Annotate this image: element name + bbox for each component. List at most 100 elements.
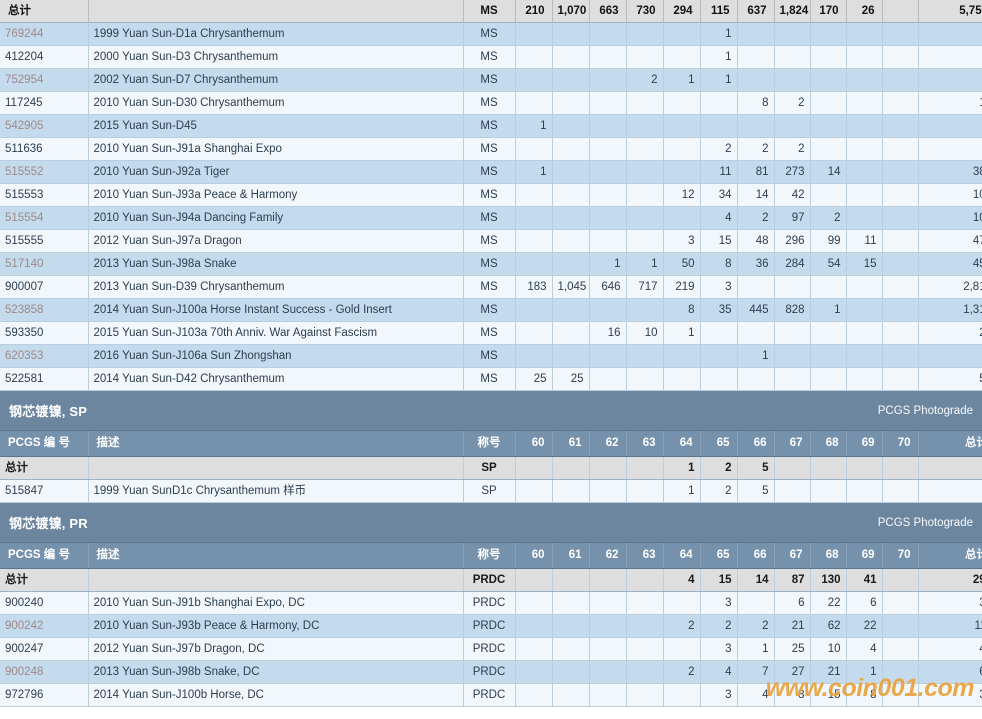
table-row[interactable]: 620353 2016 Yuan Sun-J106a Sun Zhongshan M… xyxy=(0,344,982,368)
table-row[interactable]: 752954 2002 Yuan Sun-D7 Chrysanthemum MS 2 1… xyxy=(0,68,982,92)
col-header-pcgs-number[interactable]: PCGS 编 号 xyxy=(0,431,89,457)
pcgs-number-cell[interactable]: 593350 xyxy=(0,321,89,345)
grade-cell-70 xyxy=(882,206,919,230)
table-row[interactable]: 515553 2010 Yuan Sun-J93a Peace & Harmony… xyxy=(0,183,982,207)
pcgs-number-cell[interactable]: 900248 xyxy=(0,660,89,684)
table-row[interactable]: 900007 2013 Yuan Sun-D39 Chrysanthemum MS 1… xyxy=(0,275,982,299)
grade-cell-61 xyxy=(552,68,590,92)
grade-cell-68: 15 xyxy=(810,683,847,707)
pcgs-number-cell[interactable]: 972796 xyxy=(0,683,89,707)
col-header-grade-66[interactable]: 66 xyxy=(737,543,775,569)
grade-cell-67: 6 xyxy=(774,591,811,615)
grade-cell-61 xyxy=(552,637,590,661)
pcgs-number-cell[interactable]: 900007 xyxy=(0,275,89,299)
pcgs-number-cell[interactable]: 515554 xyxy=(0,206,89,230)
col-header-total[interactable]: 总计 xyxy=(918,431,982,457)
pcgs-number-cell[interactable]: 515552 xyxy=(0,160,89,184)
pcgs-number-cell[interactable]: 752954 xyxy=(0,68,89,92)
pcgs-number-cell[interactable]: 517140 xyxy=(0,252,89,276)
pcgs-number-cell[interactable]: 515555 xyxy=(0,229,89,253)
table-row[interactable]: 515555 2012 Yuan Sun-J97a Dragon MS 3 15 48 29… xyxy=(0,229,982,253)
col-header-total[interactable]: 总计 xyxy=(918,543,982,569)
designation-cell: MS xyxy=(463,206,516,230)
col-header-grade-64[interactable]: 64 xyxy=(663,543,701,569)
col-header-grade-62[interactable]: 62 xyxy=(589,431,627,457)
grade-cell-60 xyxy=(515,660,553,684)
col-header-grade-61[interactable]: 61 xyxy=(552,543,590,569)
grade-cell-63 xyxy=(626,91,664,115)
table-row[interactable]: 900240 2010 Yuan Sun-J91b Shanghai Expo, … xyxy=(0,591,982,615)
table-row[interactable]: 523858 2014 Yuan Sun-J100a Horse Instant … xyxy=(0,298,982,322)
grade-cell-68 xyxy=(810,344,847,368)
col-header-grade-61[interactable]: 61 xyxy=(552,431,590,457)
table-row[interactable]: 515847 1999 Yuan SunD1c Chrysanthemum 样币 S… xyxy=(0,479,982,503)
table-row[interactable]: 769244 1999 Yuan Sun-D1a Chrysanthemum MS 1… xyxy=(0,22,982,46)
table-row[interactable]: 511636 2010 Yuan Sun-J91a Shanghai Expo MS… xyxy=(0,137,982,161)
pcgs-number-cell[interactable]: 769244 xyxy=(0,22,89,46)
pcgs-number-cell[interactable]: 522581 xyxy=(0,367,89,391)
col-header-grade-69[interactable]: 69 xyxy=(846,543,883,569)
table-row[interactable]: 522581 2014 Yuan Sun-D42 Chrysanthemum MS 2… xyxy=(0,367,982,391)
grade-cell-60 xyxy=(515,68,553,92)
designation-cell: MS xyxy=(463,229,516,253)
col-header-grade-60[interactable]: 60 xyxy=(515,543,553,569)
grand-total-cell: 291 xyxy=(918,568,982,592)
pcgs-number-cell[interactable]: 515847 xyxy=(0,479,89,503)
pcgs-number-cell[interactable]: 511636 xyxy=(0,137,89,161)
grade-cell-68 xyxy=(810,479,847,503)
col-header-pcgs-number[interactable]: PCGS 编 号 xyxy=(0,543,89,569)
photograde-link[interactable]: PCGS Photograde xyxy=(877,404,973,417)
col-header-grade-70[interactable]: 70 xyxy=(882,543,919,569)
photograde-link[interactable]: PCGS Photograde xyxy=(877,516,973,529)
table-row[interactable]: 117245 2010 Yuan Sun-D30 Chrysanthemum MS 8… xyxy=(0,91,982,115)
col-header-grade-66[interactable]: 66 xyxy=(737,431,775,457)
table-row[interactable]: 900242 2010 Yuan Sun-J93b Peace & Harmony… xyxy=(0,614,982,638)
description-cell: 2010 Yuan Sun-J94a Dancing Family xyxy=(88,206,464,230)
table-row[interactable]: 593350 2015 Yuan Sun-J103a 70th Anniv. Wa… xyxy=(0,321,982,345)
pcgs-number-cell[interactable]: 900247 xyxy=(0,637,89,661)
table-row[interactable]: 900247 2012 Yuan Sun-J97b Dragon, DC PRDC 3… xyxy=(0,637,982,661)
col-header-grade-69[interactable]: 69 xyxy=(846,431,883,457)
col-header-grade-68[interactable]: 68 xyxy=(810,431,847,457)
pcgs-number-cell[interactable]: 523858 xyxy=(0,298,89,322)
pcgs-number-cell[interactable]: 900240 xyxy=(0,591,89,615)
grade-cell-66 xyxy=(737,68,775,92)
col-header-designation[interactable]: 称号 xyxy=(463,543,516,569)
population-table-pr-section: PCGS 编 号描述称号6061626364656667686970总计总计PR… xyxy=(0,543,982,707)
table-row[interactable]: 972796 2014 Yuan Sun-J100b Horse, DC PRDC 3… xyxy=(0,683,982,707)
table-row[interactable]: 900248 2013 Yuan Sun-J98b Snake, DC PRDC 2 4… xyxy=(0,660,982,684)
table-body: 769244 1999 Yuan Sun-D1a Chrysanthemum MS 1… xyxy=(0,22,982,391)
grade-cell-63 xyxy=(626,367,664,391)
col-header-grade-65[interactable]: 65 xyxy=(700,543,738,569)
table-row[interactable]: 515554 2010 Yuan Sun-J94a Dancing Family M… xyxy=(0,206,982,230)
col-header-grade-67[interactable]: 67 xyxy=(774,543,811,569)
pcgs-number-cell[interactable]: 117245 xyxy=(0,91,89,115)
col-header-description[interactable]: 描述 xyxy=(88,431,464,457)
table-row[interactable]: 515552 2010 Yuan Sun-J92a Tiger MS 1 11 81 273… xyxy=(0,160,982,184)
total-grade-cell-60 xyxy=(515,568,553,592)
grade-cell-70 xyxy=(882,45,919,69)
col-header-description[interactable]: 描述 xyxy=(88,543,464,569)
pcgs-number-cell[interactable]: 515553 xyxy=(0,183,89,207)
pcgs-number-cell[interactable]: 620353 xyxy=(0,344,89,368)
col-header-grade-64[interactable]: 64 xyxy=(663,431,701,457)
col-header-grade-62[interactable]: 62 xyxy=(589,543,627,569)
col-header-grade-70[interactable]: 70 xyxy=(882,431,919,457)
col-header-grade-65[interactable]: 65 xyxy=(700,431,738,457)
col-header-grade-60[interactable]: 60 xyxy=(515,431,553,457)
total-desc-cell xyxy=(88,456,464,480)
table-row[interactable]: 517140 2013 Yuan Sun-J98a Snake MS 1 1 50 8 36 2… xyxy=(0,252,982,276)
grade-cell-65: 4 xyxy=(700,206,738,230)
pcgs-number-cell[interactable]: 542905 xyxy=(0,114,89,138)
grade-cell-62 xyxy=(589,91,627,115)
col-header-grade-63[interactable]: 63 xyxy=(626,431,664,457)
pcgs-number-cell[interactable]: 412204 xyxy=(0,45,89,69)
grade-cell-65 xyxy=(700,321,738,345)
col-header-grade-63[interactable]: 63 xyxy=(626,543,664,569)
col-header-grade-67[interactable]: 67 xyxy=(774,431,811,457)
col-header-designation[interactable]: 称号 xyxy=(463,431,516,457)
col-header-grade-68[interactable]: 68 xyxy=(810,543,847,569)
pcgs-number-cell[interactable]: 900242 xyxy=(0,614,89,638)
